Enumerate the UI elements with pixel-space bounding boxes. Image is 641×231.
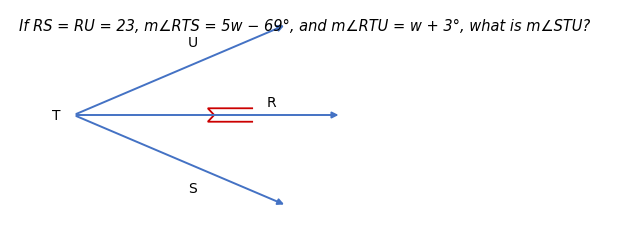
Text: T: T bbox=[52, 109, 60, 122]
Text: S: S bbox=[188, 181, 197, 195]
Text: If RS = RU = 23, m∠RTS = 5w − 69°, and m∠RTU = w + 3°, what is m∠STU?: If RS = RU = 23, m∠RTS = 5w − 69°, and m… bbox=[19, 18, 590, 33]
Text: U: U bbox=[187, 36, 197, 50]
Text: R: R bbox=[266, 96, 276, 110]
